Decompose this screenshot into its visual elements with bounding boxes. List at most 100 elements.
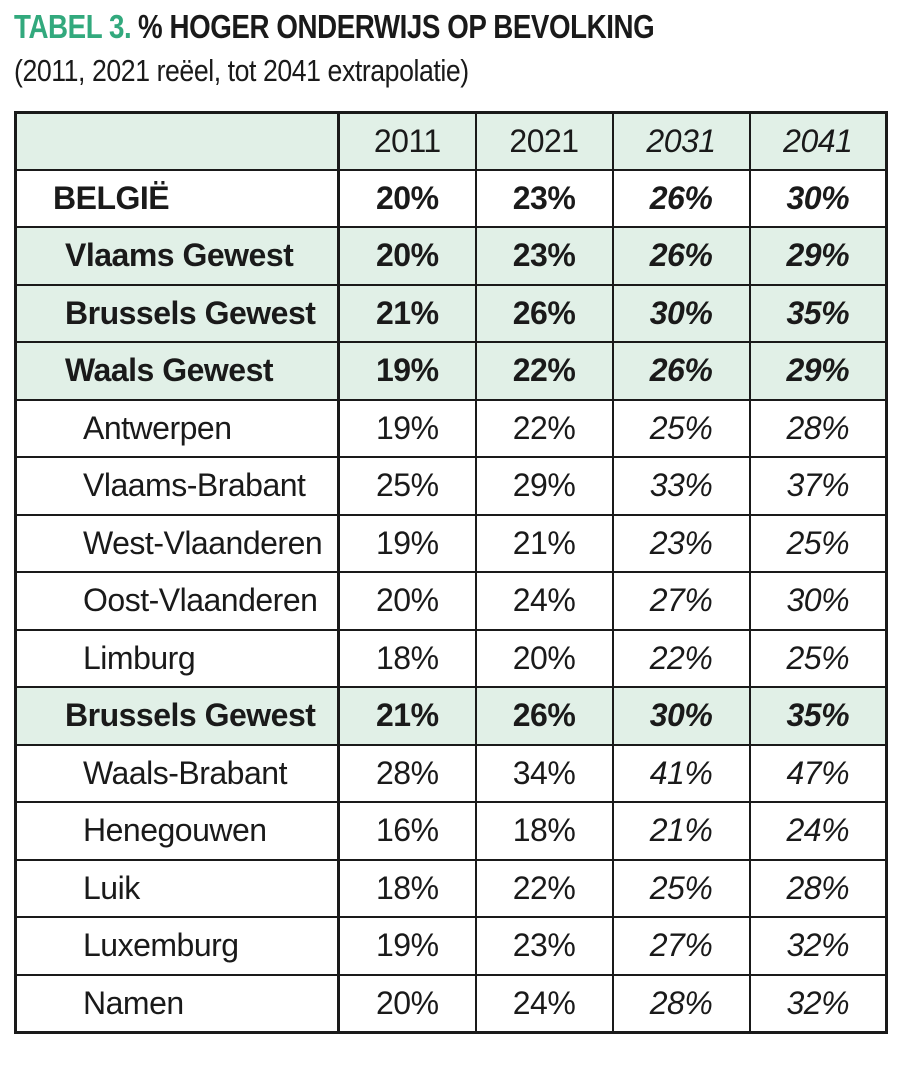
row-label: Henegouwen — [14, 801, 340, 861]
row-label: Waals Gewest — [14, 341, 340, 401]
cell-2011: 20% — [337, 973, 477, 1033]
cell-2011: 19% — [337, 513, 477, 573]
cell-2011: 19% — [337, 916, 477, 976]
cell-2031: 27% — [611, 571, 751, 631]
row-label: Vlaams-Brabant — [14, 456, 340, 516]
row-brussels-gewest-2: Brussels Gewest 21% 26% 30% 35% — [14, 686, 888, 746]
row-label: Limburg — [14, 628, 340, 688]
cell-2041: 28% — [748, 398, 888, 458]
cell-2011: 16% — [337, 801, 477, 861]
row-label: Brussels Gewest — [14, 283, 340, 343]
cell-2011: 21% — [337, 283, 477, 343]
cell-2041: 30% — [748, 168, 888, 228]
row-vlaams-brabant: Vlaams-Brabant 25% 29% 33% 37% — [14, 456, 888, 516]
cell-2021: 20% — [474, 628, 614, 688]
col-header-2041: 2041 — [748, 111, 888, 171]
row-label: Antwerpen — [14, 398, 340, 458]
corner-cell — [14, 111, 340, 171]
cell-2021: 21% — [474, 513, 614, 573]
row-label: Luik — [14, 858, 340, 918]
row-label: West-Vlaanderen — [14, 513, 340, 573]
cell-2041: 35% — [748, 686, 888, 746]
row-label: Brussels Gewest — [14, 686, 340, 746]
cell-2021: 23% — [474, 226, 614, 286]
cell-2011: 28% — [337, 743, 477, 803]
cell-2031: 22% — [611, 628, 751, 688]
cell-2011: 20% — [337, 168, 477, 228]
cell-2031: 27% — [611, 916, 751, 976]
row-label: Luxemburg — [14, 916, 340, 976]
row-waals-brabant: Waals-Brabant 28% 34% 41% 47% — [14, 743, 888, 803]
cell-2011: 18% — [337, 858, 477, 918]
cell-2021: 24% — [474, 571, 614, 631]
cell-2041: 25% — [748, 513, 888, 573]
cell-2021: 22% — [474, 398, 614, 458]
table-title: TABEL 3.% HOGER ONDERWIJS OP BEVOLKING — [14, 6, 655, 47]
cell-2011: 21% — [337, 686, 477, 746]
cell-2041: 29% — [748, 226, 888, 286]
cell-2041: 29% — [748, 341, 888, 401]
cell-2021: 23% — [474, 168, 614, 228]
cell-2021: 34% — [474, 743, 614, 803]
cell-2041: 28% — [748, 858, 888, 918]
cell-2011: 20% — [337, 226, 477, 286]
cell-2021: 22% — [474, 341, 614, 401]
cell-2031: 21% — [611, 801, 751, 861]
row-label: Waals-Brabant — [14, 743, 340, 803]
cell-2011: 20% — [337, 571, 477, 631]
cell-2011: 19% — [337, 398, 477, 458]
cell-2031: 28% — [611, 973, 751, 1033]
cell-2031: 26% — [611, 341, 751, 401]
cell-2031: 33% — [611, 456, 751, 516]
cell-2031: 26% — [611, 168, 751, 228]
header-row: 2011 2021 2031 2041 — [14, 111, 888, 171]
row-label: Vlaams Gewest — [14, 226, 340, 286]
row-vlaams-gewest: Vlaams Gewest 20% 23% 26% 29% — [14, 226, 888, 286]
row-brussels-gewest: Brussels Gewest 21% 26% 30% 35% — [14, 283, 888, 343]
cell-2021: 18% — [474, 801, 614, 861]
row-luik: Luik 18% 22% 25% 28% — [14, 858, 888, 918]
cell-2031: 41% — [611, 743, 751, 803]
cell-2031: 30% — [611, 283, 751, 343]
cell-2021: 26% — [474, 283, 614, 343]
cell-2041: 30% — [748, 571, 888, 631]
row-henegouwen: Henegouwen 16% 18% 21% 24% — [14, 801, 888, 861]
cell-2041: 24% — [748, 801, 888, 861]
cell-2031: 26% — [611, 226, 751, 286]
row-antwerpen: Antwerpen 19% 22% 25% 28% — [14, 398, 888, 458]
cell-2021: 23% — [474, 916, 614, 976]
data-table: 2011 2021 2031 2041 BELGIË 20% 23% 26% 3… — [14, 111, 888, 1034]
row-label: BELGIË — [14, 168, 340, 228]
row-luxemburg: Luxemburg 19% 23% 27% 32% — [14, 916, 888, 976]
col-header-2031: 2031 — [611, 111, 751, 171]
cell-2011: 18% — [337, 628, 477, 688]
cell-2031: 25% — [611, 398, 751, 458]
cell-2021: 24% — [474, 973, 614, 1033]
title-block: TABEL 3.% HOGER ONDERWIJS OP BEVOLKING (… — [14, 6, 776, 89]
row-label: Namen — [14, 973, 340, 1033]
cell-2031: 25% — [611, 858, 751, 918]
cell-2031: 30% — [611, 686, 751, 746]
cell-2011: 25% — [337, 456, 477, 516]
row-limburg: Limburg 18% 20% 22% 25% — [14, 628, 888, 688]
row-label: Oost-Vlaanderen — [14, 571, 340, 631]
cell-2041: 37% — [748, 456, 888, 516]
table-title-text: % HOGER ONDERWIJS OP BEVOLKING — [138, 8, 655, 45]
col-header-2021: 2021 — [474, 111, 614, 171]
cell-2041: 25% — [748, 628, 888, 688]
row-waals-gewest: Waals Gewest 19% 22% 26% 29% — [14, 341, 888, 401]
cell-2041: 32% — [748, 973, 888, 1033]
cell-2031: 23% — [611, 513, 751, 573]
row-oost-vlaanderen: Oost-Vlaanderen 20% 24% 27% 30% — [14, 571, 888, 631]
table-number-tag: TABEL 3. — [14, 8, 132, 45]
cell-2011: 19% — [337, 341, 477, 401]
cell-2021: 29% — [474, 456, 614, 516]
row-namen: Namen 20% 24% 28% 32% — [14, 973, 888, 1033]
cell-2021: 22% — [474, 858, 614, 918]
cell-2041: 47% — [748, 743, 888, 803]
col-header-2011: 2011 — [337, 111, 477, 171]
row-belgie: BELGIË 20% 23% 26% 30% — [14, 168, 888, 228]
table-subtitle: (2011, 2021 reëel, tot 2041 extrapolatie… — [14, 53, 469, 89]
row-west-vlaanderen: West-Vlaanderen 19% 21% 23% 25% — [14, 513, 888, 573]
